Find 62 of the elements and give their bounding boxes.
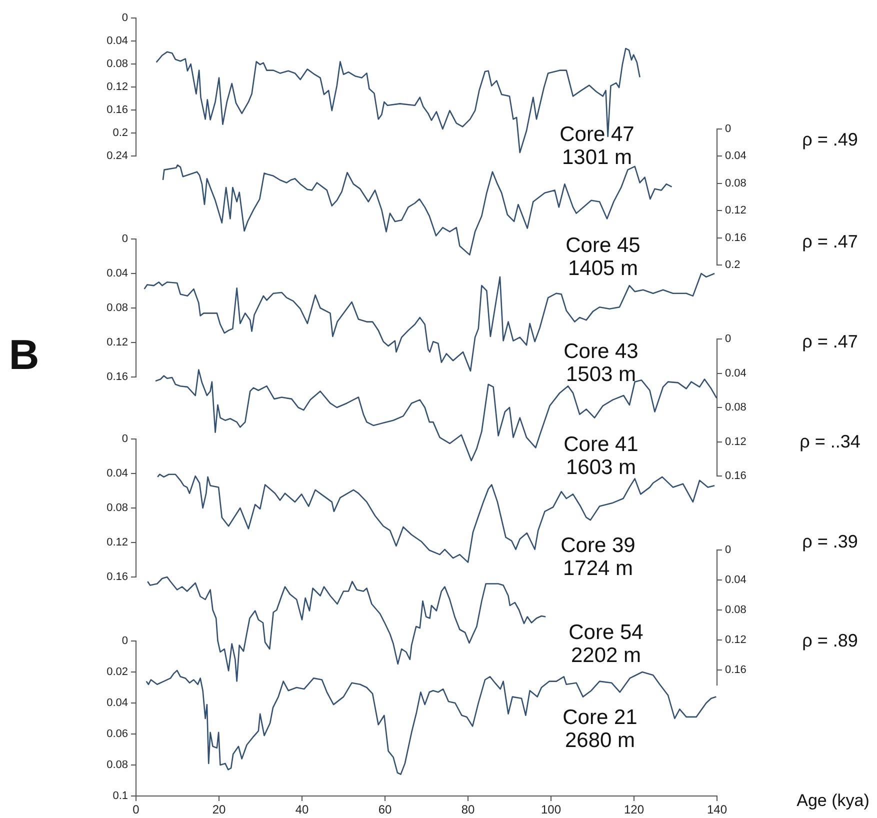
x-tick-label: 100 [540,802,562,817]
y2-tick-label: 0.08 [725,177,746,190]
y-tick-label: 0.2 [112,127,128,140]
y-tick-label: 0.04 [106,268,128,280]
text: ρ = .49 [802,130,858,150]
y-tick-label: 0.08 [106,759,128,772]
x-axis-title: Age (kya) [796,791,870,811]
x-tick-label: 20 [212,802,226,817]
y-tick-label: 0.04 [106,468,128,480]
annotation: Core 41 1603 m [564,433,638,479]
y-tick-label: 0.08 [106,502,128,514]
y-tick-label: 0 [122,433,128,446]
y2-tick-label: 0.16 [725,664,746,676]
y-tick-label: 0 [122,635,128,648]
x-tick-label: 0 [132,802,140,817]
x-tick-label: 140 [706,802,728,817]
y-tick-label: 0.24 [106,150,128,162]
y-tick-label: 0 [122,233,128,246]
text: ρ = ..34 [800,432,860,452]
x-tick-label: 80 [461,802,475,817]
y2-tick-label: 0.12 [725,436,746,448]
annotation: Core 39 1724 m [560,534,636,580]
y-tick-label: 0.16 [106,104,128,116]
y-tick-label: 0.06 [106,728,128,740]
y-tick-label: 0.08 [106,58,128,70]
annotation: Core 54 2202 m [568,621,644,667]
y2-tick-label: 0.12 [725,204,746,217]
annotation: Core 45 1405 m [566,234,640,280]
x-tick-label: 60 [378,802,392,817]
annotation: Core 43 1503 m [564,340,638,386]
annotation: Core 21 2680 m [562,706,638,752]
x-tick-label: 40 [295,802,309,817]
text: ρ = .47 [802,232,858,252]
text: B [8,331,40,379]
y2-tick-label: 0 [725,333,732,346]
x-tick-label: 120 [624,802,644,817]
text: ρ = .47 [802,332,858,352]
y-tick-label: 0.12 [106,81,128,94]
y2-tick-label: 0.16 [725,232,746,244]
y2-tick-label: 0.08 [725,402,746,414]
text: ρ = .39 [802,532,858,552]
y2-tick-label: 0.08 [725,604,746,616]
y2-tick-label: 0.16 [725,470,746,482]
y2-tick-label: 0.04 [725,150,746,162]
y-tick-label: 0.04 [106,697,128,710]
y2-tick-label: 0.12 [725,634,746,646]
y-tick-label: 0.16 [106,371,128,384]
y2-tick-label: 0.04 [725,574,746,586]
y2-tick-label: 0.2 [725,259,740,272]
y-tick-label: 0.1 [112,790,128,802]
y-tick-label: 0 [122,12,128,24]
y2-tick-label: 0 [725,544,732,556]
y2-tick-label: 0 [725,123,732,136]
y2-tick-label: 0.04 [725,367,746,380]
text: ρ = .89 [802,630,858,652]
annotation: Core 47 1301 m [560,123,634,169]
y-tick-label: 0.12 [106,536,128,549]
y-tick-label: 0.16 [106,571,128,584]
y-tick-label: 0.02 [106,666,128,678]
y-tick-label: 0.08 [106,302,128,314]
y-tick-label: 0.04 [106,35,128,48]
y-tick-label: 0.12 [106,336,128,349]
